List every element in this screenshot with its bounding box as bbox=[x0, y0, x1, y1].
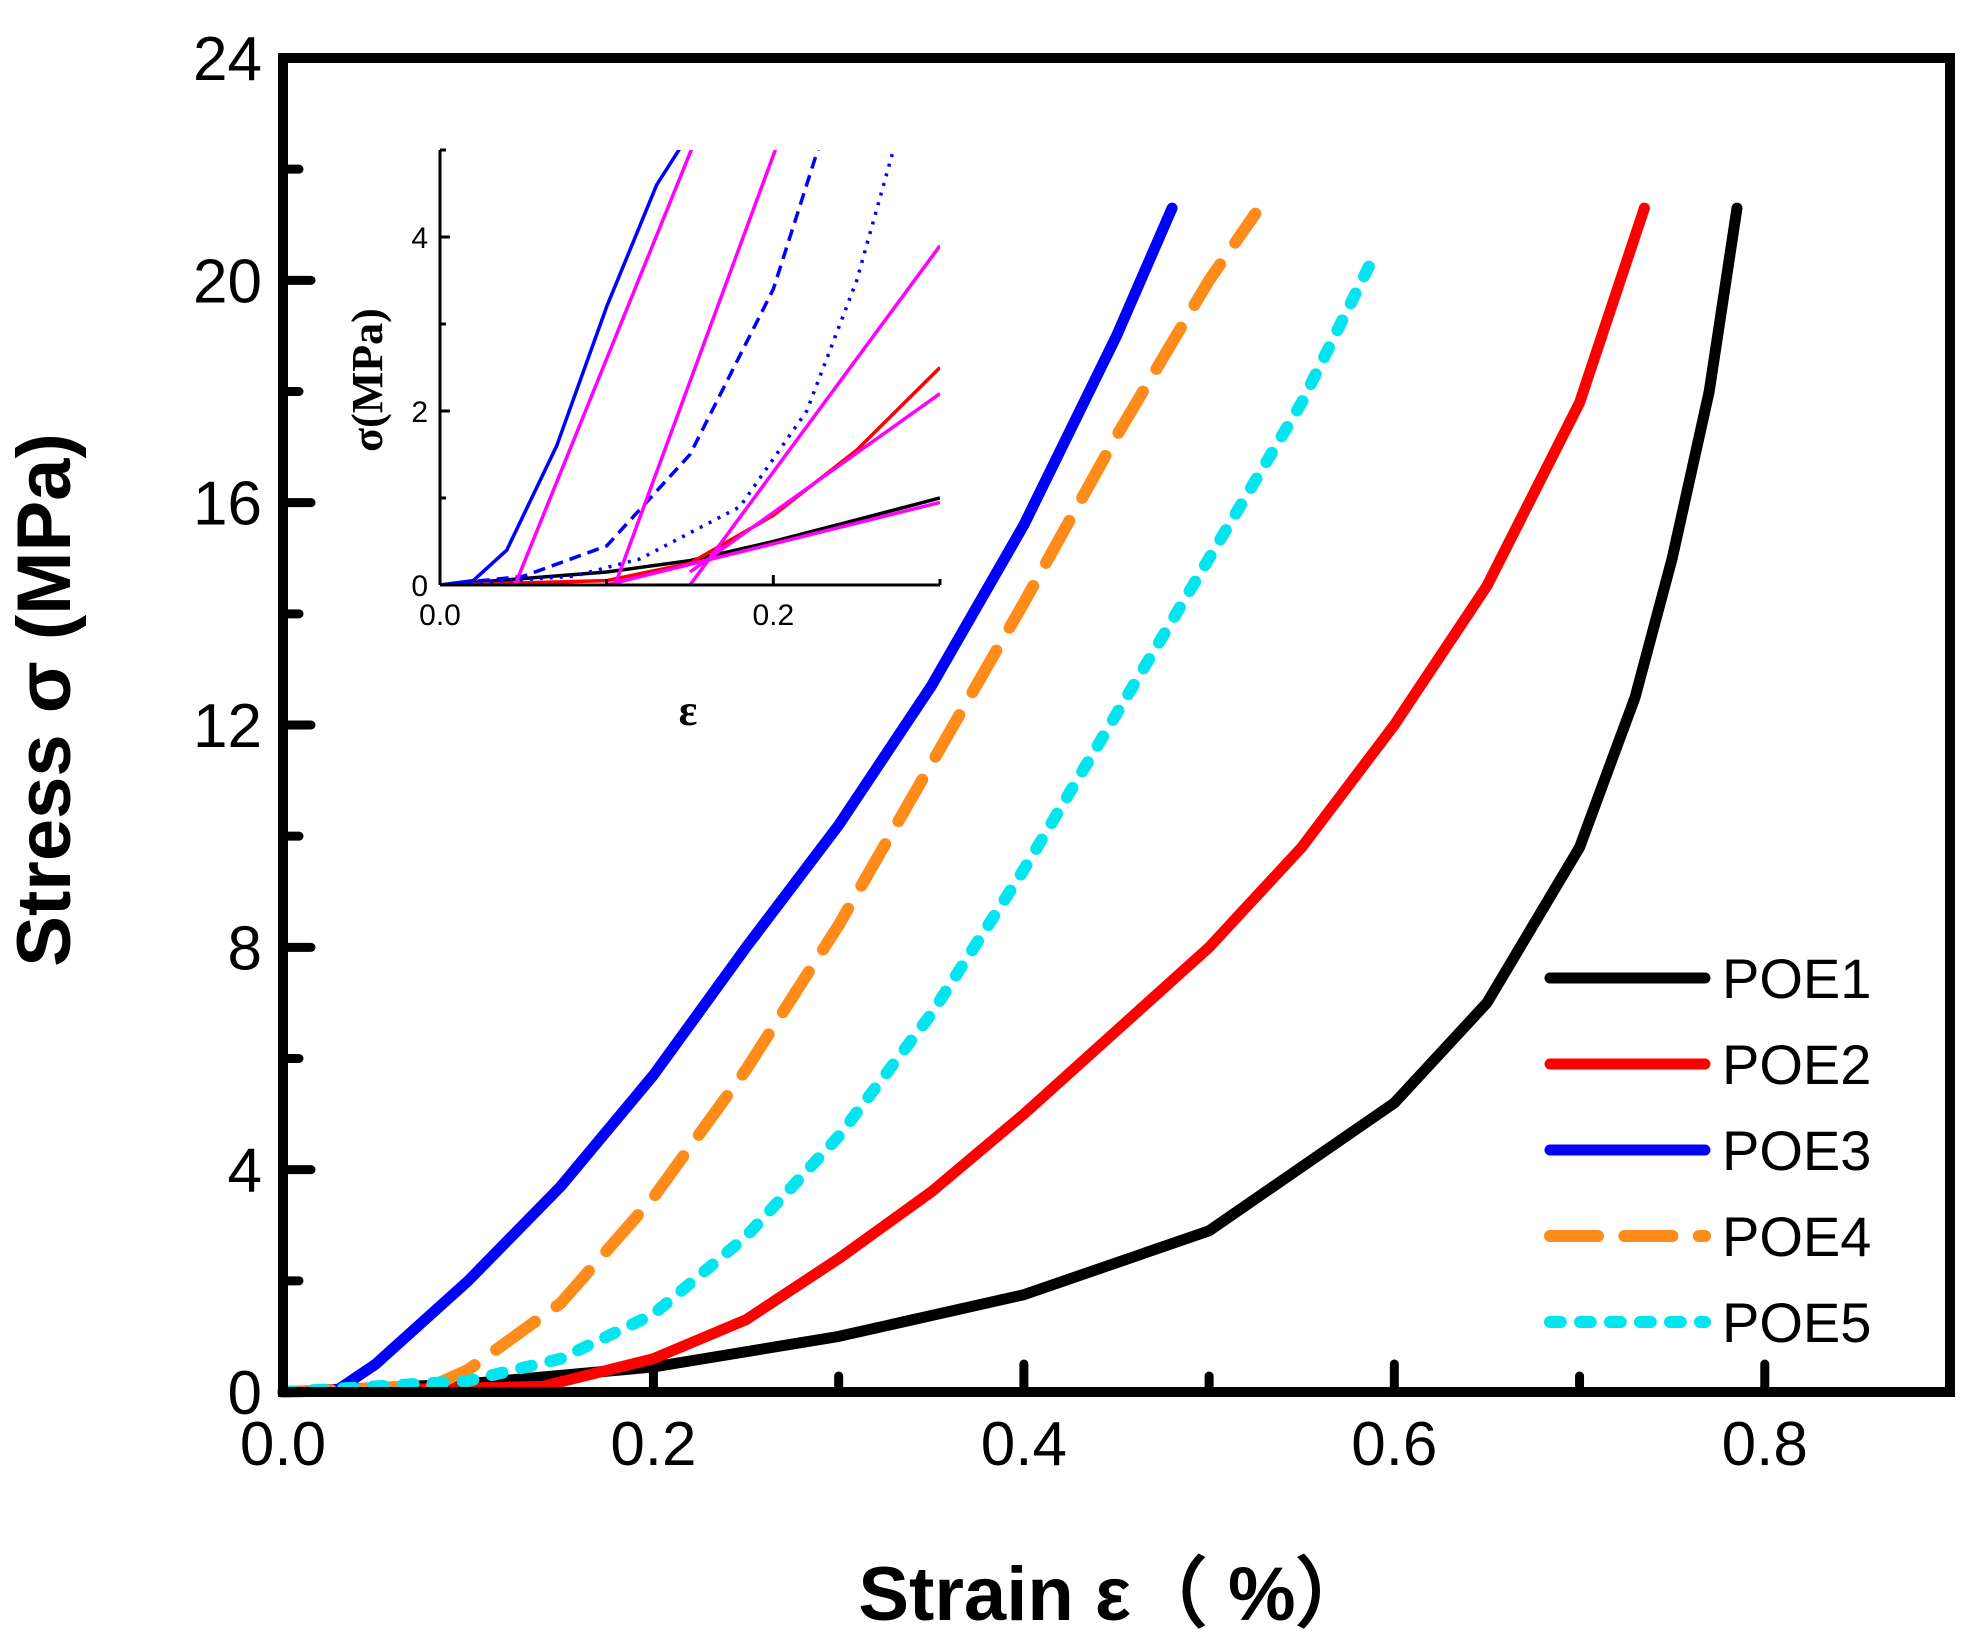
inset-series-line-0 bbox=[440, 496, 940, 585]
inset-series-line-7 bbox=[688, 244, 940, 585]
inset-x-tick-label: 0.2 bbox=[752, 599, 794, 632]
inset-series-line-6 bbox=[613, 150, 778, 585]
x-tick-label: 0.4 bbox=[981, 1410, 1067, 1479]
inset-x-axis-title: ε bbox=[679, 686, 698, 735]
x-tick-label: 0.8 bbox=[1722, 1410, 1808, 1479]
inset-series-line-9 bbox=[606, 500, 940, 585]
y-tick-label: 24 bbox=[193, 25, 262, 94]
inset-series-line-8 bbox=[688, 392, 940, 574]
series-line-poe4 bbox=[277, 207, 1262, 1398]
inset-series-line-2 bbox=[440, 150, 681, 585]
inset-x-tick-label: 0.0 bbox=[419, 599, 461, 632]
inset-series-line-4 bbox=[440, 150, 896, 585]
inset-axis-ticks: 0.0 0.2 0 2 4 bbox=[411, 148, 942, 632]
main-series-group bbox=[277, 202, 1743, 1398]
series-line-poe5 bbox=[277, 246, 1382, 1398]
y-axis-title: Stress σ (MPa) bbox=[2, 433, 87, 966]
inset-y-axis-title: σ(MPa) bbox=[343, 308, 392, 452]
inset-series-line-1 bbox=[440, 366, 940, 585]
y-tick-label: 12 bbox=[193, 692, 262, 761]
inset-series-clipped bbox=[440, 150, 940, 585]
y-tick-label: 0 bbox=[228, 1359, 262, 1428]
main-plot-frame bbox=[278, 53, 1955, 1397]
legend: POE1 POE2 POE3 POE4 POE5 bbox=[1544, 947, 1871, 1354]
inset-series-group bbox=[440, 150, 940, 585]
x-tick-label: 0.0 bbox=[240, 1410, 326, 1479]
x-tick-label: 0.6 bbox=[1351, 1410, 1437, 1479]
legend-label-poe3: POE3 bbox=[1722, 1119, 1871, 1182]
main-axis-ticks bbox=[278, 53, 1770, 1397]
y-tick-label: 8 bbox=[228, 914, 262, 983]
series-line-poe1 bbox=[277, 202, 1743, 1398]
inset-chart: 0.0 0.2 0 2 4 ε σ(MPa) bbox=[343, 148, 942, 735]
legend-label-poe4: POE4 bbox=[1722, 1205, 1871, 1268]
x-axis-title: Strain ε（ %） bbox=[858, 1552, 1371, 1637]
inset-y-tick-label: 4 bbox=[411, 222, 428, 255]
legend-label-poe2: POE2 bbox=[1722, 1033, 1871, 1096]
inset-series-line-5 bbox=[513, 150, 694, 585]
legend-label-poe1: POE1 bbox=[1722, 947, 1871, 1010]
legend-label-poe5: POE5 bbox=[1722, 1291, 1871, 1354]
inset-y-tick-label: 2 bbox=[411, 396, 428, 429]
inset-y-tick-label: 0 bbox=[411, 570, 428, 603]
series-line-poe2 bbox=[277, 202, 1650, 1398]
x-tick-label: 0.2 bbox=[610, 1410, 696, 1479]
y-tick-label: 16 bbox=[193, 470, 262, 539]
y-tick-label: 4 bbox=[228, 1137, 262, 1206]
inset-series-line-3 bbox=[440, 150, 820, 585]
series-line-poe3 bbox=[277, 202, 1178, 1398]
y-tick-label: 20 bbox=[193, 247, 262, 316]
